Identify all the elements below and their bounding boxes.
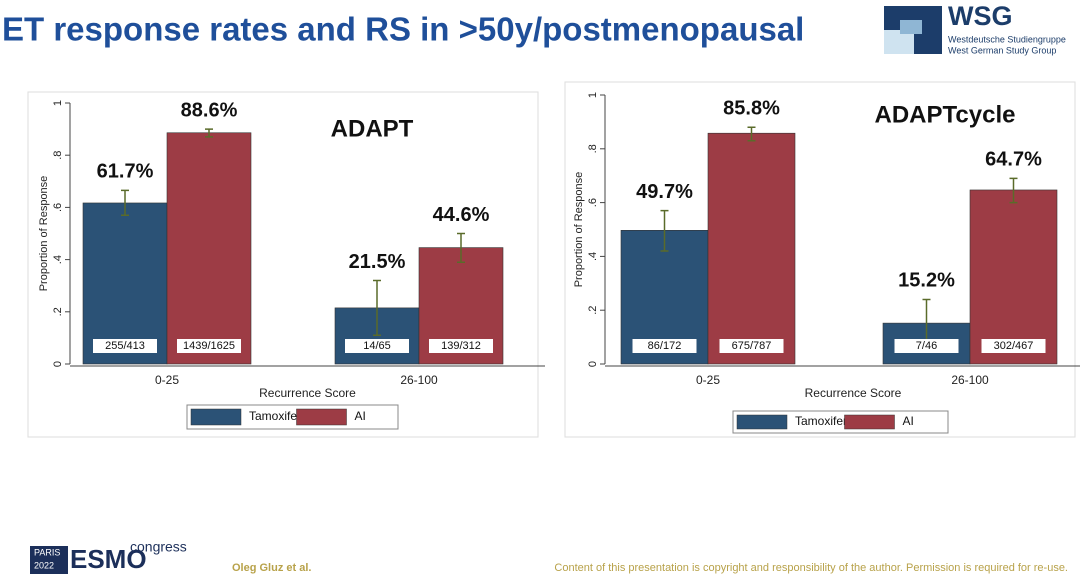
value-label: 49.7% [636,181,693,203]
y-tick-label: .6 [52,203,64,212]
logo-line: West German Study Group [948,45,1056,55]
y-tick-label: .2 [587,306,599,315]
y-axis-title: Proportion of Response [38,176,50,292]
y-tick-label: .6 [587,198,599,207]
y-tick-label: 1 [52,100,64,106]
x-tick-label: 26-100 [951,373,989,387]
logo-name: WSG [948,1,1013,31]
chart-frame [564,81,1076,438]
bar [969,189,1058,365]
x-tick-label: 26-100 [400,373,438,387]
logo-mark [900,20,922,34]
chart-title: ADAPT [331,115,414,142]
count-box [345,339,409,353]
count-box [429,339,493,353]
legend-label: AI [355,409,366,423]
footer-year: 2022 [34,560,54,570]
value-label: 64.7% [985,149,1042,171]
legend-label: AI [903,414,914,428]
error-bar [1009,177,1018,204]
count-label: 255/413 [105,340,145,352]
value-label: 88.6% [181,99,238,121]
value-label: 61.7% [97,161,154,183]
value-label: 21.5% [349,251,406,273]
count-box [719,339,784,353]
x-axis-title: Recurrence Score [805,386,902,400]
error-bar [660,209,669,252]
count-box [93,339,157,353]
value-label: 44.6% [433,204,490,226]
legend-swatch [736,414,788,430]
value-label: 85.8% [723,98,780,120]
logo: WSG Westdeutsche Studiengruppe West Germ… [884,1,1066,55]
legend-swatch [296,408,347,426]
error-bar [457,232,465,263]
logo-line: Westdeutsche Studiengruppe [948,34,1066,44]
bar [82,202,168,365]
legend-swatch [190,408,242,426]
footer-copyright: Content of this presentation is copyrigh… [554,562,1068,574]
chart-title: ADAPTcycle [875,101,1016,128]
count-label: 1439/1625 [183,340,235,352]
y-tick-label: 1 [587,92,599,98]
error-bar [205,128,213,138]
bar [166,132,252,365]
count-label: 675/787 [732,340,772,352]
count-label: 302/467 [994,340,1034,352]
count-label: 139/312 [441,340,481,352]
slide-title: ET response rates and RS in >50y/postmen… [2,11,804,48]
count-label: 86/172 [648,340,682,352]
x-tick-label: 0-25 [696,373,720,387]
count-box [981,339,1046,353]
y-axis-title: Proportion of Response [573,172,585,288]
bar [707,132,796,365]
y-tick-label: .8 [52,151,64,160]
footer-event: congress [130,539,187,555]
count-label: 14/65 [363,340,391,352]
value-label: 15.2% [898,270,955,292]
y-tick-label: .4 [52,255,64,264]
x-tick-label: 0-25 [155,373,179,387]
count-box [177,339,241,353]
footer-city: PARIS [34,547,60,557]
footer-brand: ESMO [70,544,147,574]
footer: PARIS 2022 ESMO congress Oleg Gluz et al… [30,539,1068,574]
count-label: 7/46 [916,340,937,352]
footer-badge [30,546,68,574]
error-bar [373,279,381,337]
count-box [632,339,697,353]
y-tick-label: .4 [587,252,599,261]
y-tick-label: .8 [587,144,599,153]
count-box [894,339,959,353]
chart-frame [27,91,539,438]
legend-label: Tamoxifen [795,414,850,428]
y-tick-label: .2 [52,307,64,316]
footer-author: Oleg Gluz et al. [232,562,311,574]
error-bar [121,189,129,216]
legend-swatch [844,414,895,430]
error-bar [747,126,756,142]
x-axis-title: Recurrence Score [259,386,356,400]
y-tick-label: 0 [52,361,64,367]
y-tick-label: 0 [587,361,599,367]
legend-label: Tamoxifen [249,409,304,423]
